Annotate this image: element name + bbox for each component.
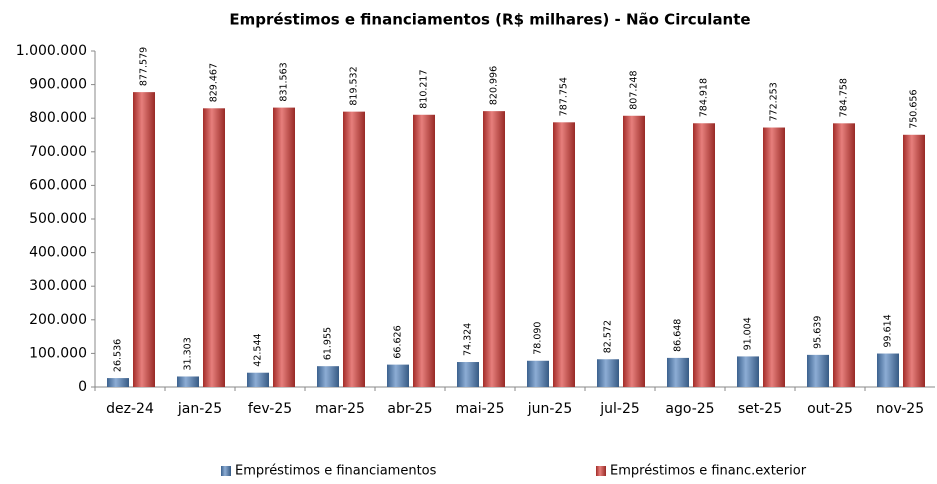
legend-swatch — [221, 466, 231, 476]
data-label: 784.758 — [839, 78, 850, 117]
data-label: 750.656 — [909, 89, 920, 128]
bar — [133, 92, 155, 387]
bar — [247, 372, 269, 387]
y-tick-label: 500.000 — [29, 211, 87, 227]
legend-label: Empréstimos e financiamentos — [235, 464, 437, 479]
bar — [343, 111, 365, 388]
y-tick-label: 400.000 — [29, 245, 87, 261]
x-tick-label: dez-24 — [106, 401, 154, 417]
x-tick-label: set-25 — [738, 401, 782, 417]
bar — [667, 357, 689, 387]
bar — [903, 134, 925, 387]
bar — [877, 353, 899, 387]
data-label: 787.754 — [559, 77, 570, 116]
bar — [413, 114, 435, 387]
x-tick-label: jul-25 — [599, 401, 640, 417]
bar — [457, 362, 479, 387]
y-tick-label: 800.000 — [29, 110, 87, 126]
data-label: 810.217 — [419, 69, 430, 108]
data-label: 26.536 — [113, 339, 124, 372]
bar — [833, 123, 855, 387]
bar — [553, 122, 575, 387]
data-label: 82.572 — [603, 320, 614, 353]
y-tick-label: 900.000 — [29, 77, 87, 93]
bar — [597, 359, 619, 387]
bar — [737, 356, 759, 387]
data-label: 99.614 — [883, 314, 894, 347]
x-tick-label: mai-25 — [456, 401, 505, 417]
data-label: 86.648 — [673, 319, 684, 352]
bar — [273, 107, 295, 387]
data-label: 91.004 — [743, 317, 754, 350]
y-tick-label: 700.000 — [29, 144, 87, 160]
x-tick-label: abr-25 — [387, 401, 432, 417]
y-tick-label: 600.000 — [29, 177, 87, 193]
chart-title: Empréstimos e financiamentos (R$ milhare… — [229, 11, 750, 29]
bar — [177, 376, 199, 387]
data-label: 784.918 — [699, 78, 710, 117]
data-label: 95.639 — [813, 316, 824, 349]
y-tick-label: 100.000 — [29, 345, 87, 361]
bar — [387, 364, 409, 387]
bar — [623, 115, 645, 387]
bar — [693, 123, 715, 388]
x-tick-label: ago-25 — [665, 401, 714, 417]
legend-swatch — [596, 466, 606, 476]
bar — [763, 127, 785, 387]
x-tick-label: out-25 — [807, 401, 853, 417]
y-tick-label: 200.000 — [29, 312, 87, 328]
data-label: 66.626 — [393, 325, 404, 358]
data-label: 877.579 — [139, 47, 150, 86]
y-tick-label: 300.000 — [29, 278, 87, 294]
x-tick-label: mar-25 — [315, 401, 365, 417]
data-label: 42.544 — [253, 333, 264, 366]
data-label: 772.253 — [769, 82, 780, 121]
data-label: 78.090 — [533, 322, 544, 355]
data-label: 831.563 — [279, 62, 290, 101]
x-tick-label: jan-25 — [177, 401, 222, 417]
bar — [107, 378, 129, 387]
data-label: 31.303 — [183, 337, 194, 370]
data-label: 807.248 — [629, 70, 640, 109]
data-label: 61.955 — [323, 327, 334, 360]
x-tick-label: fev-25 — [248, 401, 292, 417]
bar — [203, 108, 225, 388]
legend-label: Empréstimos e financ.exterior — [610, 464, 807, 479]
bar — [483, 111, 505, 387]
bar — [807, 354, 829, 387]
bar — [527, 360, 549, 387]
x-tick-label: nov-25 — [876, 401, 924, 417]
data-label: 819.532 — [349, 66, 360, 105]
x-tick-label: jun-25 — [527, 401, 573, 417]
data-label: 820.996 — [489, 66, 500, 105]
data-label: 829.467 — [209, 63, 220, 102]
y-tick-label: 0 — [78, 379, 87, 395]
data-label: 74.324 — [463, 323, 474, 356]
y-tick-label: 1.000.000 — [16, 43, 87, 59]
bar — [317, 366, 339, 387]
